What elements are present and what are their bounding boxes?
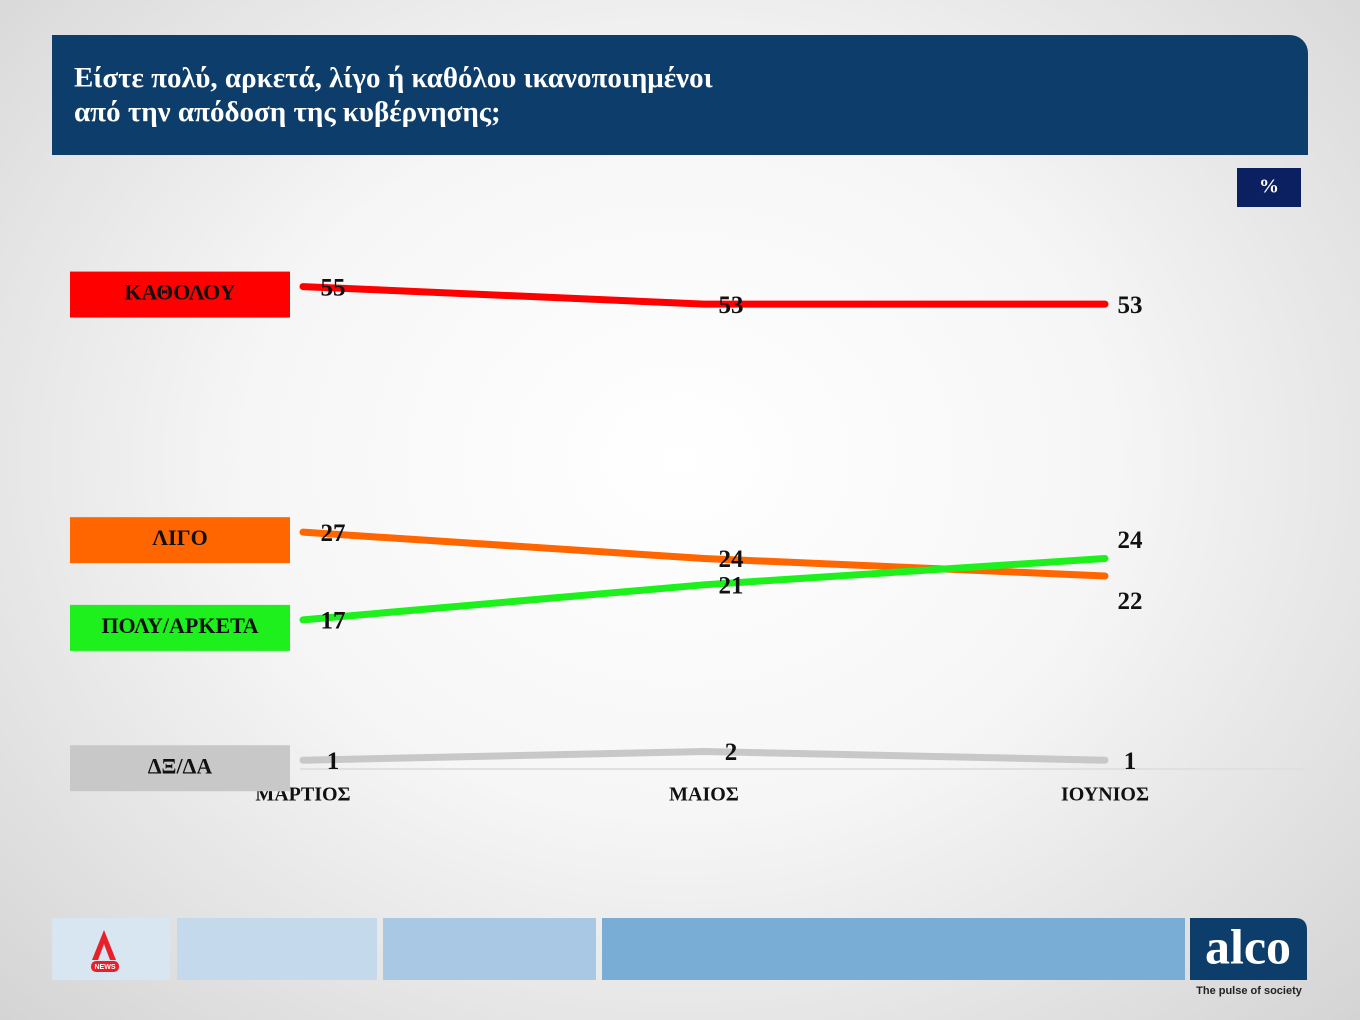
unit-box — [1237, 168, 1301, 207]
legend-box — [70, 604, 290, 651]
news-logo-text: NEWS — [95, 964, 116, 971]
news-logo-mark — [92, 930, 116, 960]
legend-box — [70, 271, 290, 318]
brand-box — [1190, 918, 1307, 980]
x-tick-label: ΜΑΙΟΣ — [669, 784, 739, 806]
legend-label: ΔΞ/ΔΑ — [148, 753, 213, 778]
data-label: 53 — [1118, 292, 1143, 319]
data-label: 27 — [321, 520, 346, 547]
data-label: 24 — [1118, 527, 1144, 554]
legend-label: ΛΙΓΟ — [152, 525, 207, 550]
legend-label: ΚΑΘΟΛΟΥ — [124, 280, 235, 305]
footer-block — [383, 918, 596, 980]
brand-logo: alco — [1205, 918, 1291, 974]
tagline: The pulse of society — [1196, 985, 1303, 997]
legend-box — [70, 745, 290, 792]
news-logo-pill — [91, 961, 119, 972]
data-label: 53 — [719, 292, 744, 319]
data-label: 21 — [719, 573, 744, 600]
unit-label: % — [1259, 176, 1279, 198]
data-label: 1 — [1124, 748, 1137, 775]
series-line — [299, 283, 1109, 308]
data-label: 2 — [725, 739, 738, 766]
legend-box — [70, 517, 290, 564]
series-line — [299, 554, 1109, 624]
footer-block — [177, 918, 377, 980]
series-line — [299, 747, 1109, 764]
data-label: 22 — [1118, 588, 1143, 615]
data-label: 24 — [719, 546, 745, 573]
data-label: 55 — [321, 274, 346, 301]
data-label: 1 — [327, 748, 340, 775]
footer-block — [602, 918, 1185, 980]
legend-label: ΠΟΛΥ/ΑΡΚΕΤΑ — [101, 613, 258, 638]
x-tick-label: ΙΟΥΝΙΟΣ — [1061, 784, 1149, 806]
data-label: 17 — [321, 608, 346, 635]
chart-title: Είστε πολύ, αρκετά, λίγο ή καθόλου ικανο… — [52, 35, 1308, 155]
